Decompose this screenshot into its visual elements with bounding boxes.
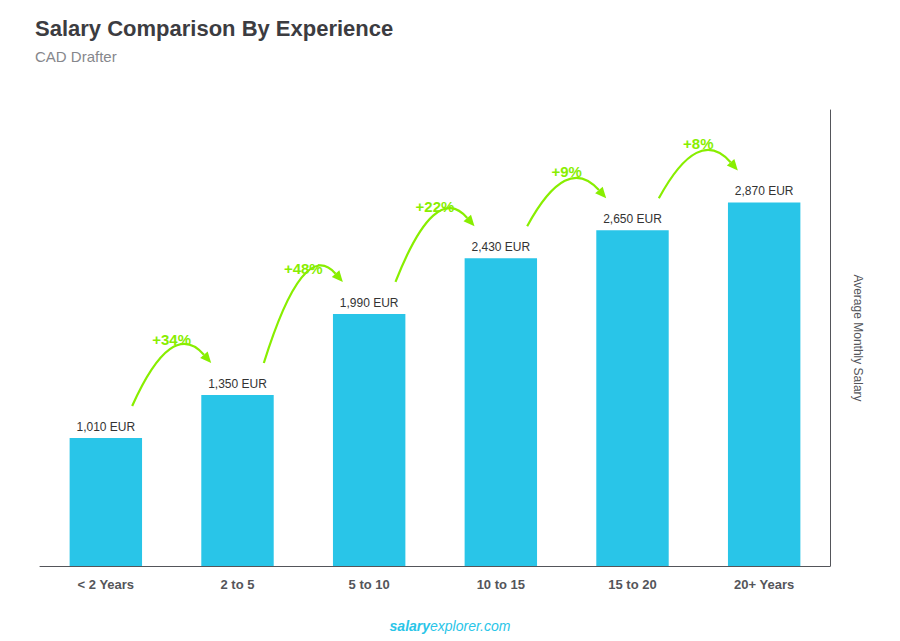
svg-text:2 to 5: 2 to 5 <box>221 577 255 592</box>
svg-text:1,010 EUR: 1,010 EUR <box>76 420 135 434</box>
svg-text:+34%: +34% <box>152 331 191 348</box>
svg-text:20+ Years: 20+ Years <box>734 577 794 592</box>
svg-text:explorer.com: explorer.com <box>430 618 511 634</box>
svg-text:+9%: +9% <box>551 163 581 180</box>
svg-text:salary: salary <box>390 618 432 634</box>
svg-text:Salary Comparison By Experienc: Salary Comparison By Experience <box>35 16 393 41</box>
svg-text:Average Monthly Salary: Average Monthly Salary <box>851 274 865 401</box>
svg-text:1,350 EUR: 1,350 EUR <box>208 377 267 391</box>
svg-text:2,430 EUR: 2,430 EUR <box>471 240 530 254</box>
svg-text:1,990 EUR: 1,990 EUR <box>340 296 399 310</box>
svg-text:10 to 15: 10 to 15 <box>477 577 525 592</box>
svg-text:< 2 Years: < 2 Years <box>78 577 135 592</box>
svg-text:15 to 20: 15 to 20 <box>608 577 656 592</box>
svg-text:+8%: +8% <box>683 135 713 152</box>
svg-text:+22%: +22% <box>416 198 455 215</box>
svg-text:2,870 EUR: 2,870 EUR <box>735 184 794 198</box>
svg-text:+48%: +48% <box>284 260 323 277</box>
svg-text:5 to 10: 5 to 10 <box>349 577 390 592</box>
svg-text:CAD Drafter: CAD Drafter <box>35 48 117 65</box>
svg-text:2,650 EUR: 2,650 EUR <box>603 212 662 226</box>
